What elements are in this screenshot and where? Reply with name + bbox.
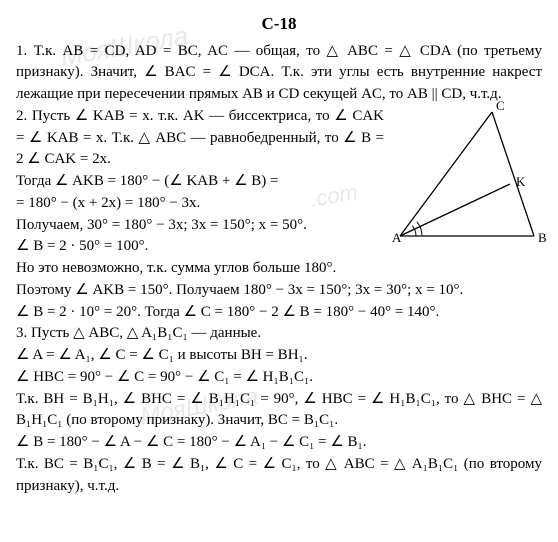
heading: С-18 (16, 12, 542, 37)
problem-3-line: 3. Пусть △ ABC, △ A₁B₁C₁ — данные. (16, 323, 542, 345)
document-body: 1. Т.к. AB = CD, AD = BC, AC — общая, то… (16, 41, 542, 498)
svg-text:K: K (516, 174, 526, 189)
problem-3-line: ∠ HBC = 90° − ∠ C = 90° − ∠ C₁ = ∠ H₁B₁C… (16, 367, 542, 389)
problem-2-line: Получаем, 30° = 180° − 3x; 3x = 150°; x … (16, 215, 384, 237)
problem-2-line: Поэтому ∠ AKB = 150°. Получаем 180° − 3x… (16, 280, 542, 302)
problem-3-line: Т.к. BC = B₁C₁, ∠ B = ∠ B₁, ∠ C = ∠ C₁, … (16, 454, 542, 498)
problem-2-line: Тогда ∠ AKB = 180° − (∠ KAB + ∠ B) = (16, 171, 384, 193)
problem-3-line: ∠ B = 180° − ∠ A − ∠ C = 180° − ∠ A₁ − ∠… (16, 432, 542, 454)
problem-2-line: Но это невозможно, т.к. сумма углов боль… (16, 258, 542, 280)
problem-3-line: ∠ A = ∠ A₁, ∠ C = ∠ C₁ и высоты BH = BH₁… (16, 345, 542, 367)
svg-text:B: B (538, 230, 547, 245)
triangle-figure: ABCK (392, 106, 542, 246)
problem-3-line: Т.к. BH = B₁H₁, ∠ BHC = ∠ B₁H₁C₁ = 90°, … (16, 389, 542, 433)
problem-2-line: = 180° − (x + 2x) = 180° − 3x. (16, 193, 384, 215)
problem-2-row: 2. Пусть ∠ KAB = x. т.к. AK — биссектрис… (16, 106, 542, 258)
svg-text:A: A (392, 230, 402, 245)
problem-2-line: ∠ B = 2 · 50° = 100°. (16, 236, 384, 258)
svg-text:C: C (496, 98, 505, 113)
problem-2-line: 2. Пусть ∠ KAB = x. т.к. AK — биссектрис… (16, 106, 384, 171)
problem-2-line: ∠ B = 2 · 10° = 20°. Тогда ∠ C = 180° − … (16, 302, 542, 324)
problem-1: 1. Т.к. AB = CD, AD = BC, AC — общая, то… (16, 41, 542, 106)
